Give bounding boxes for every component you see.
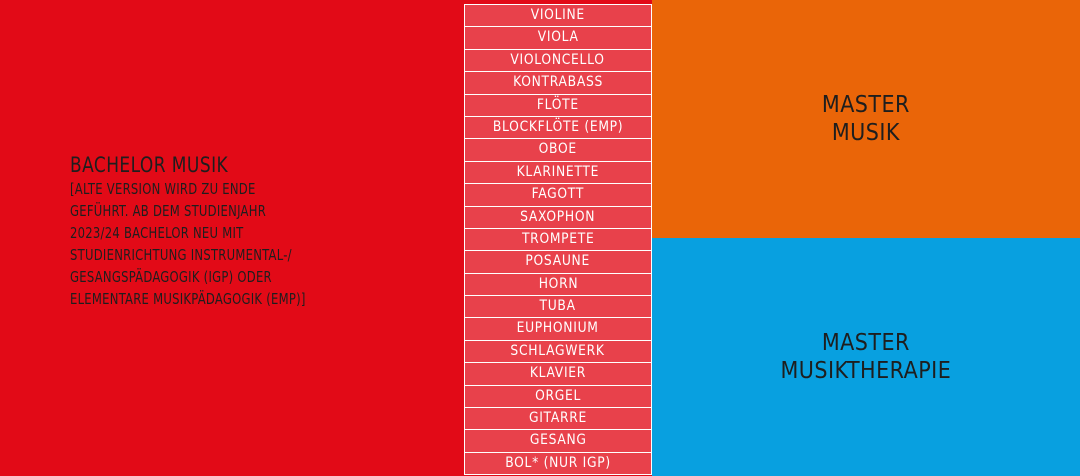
- instrument-label: KONTRABASS: [513, 74, 603, 91]
- instrument-item[interactable]: VIOLINE: [465, 5, 651, 28]
- instrument-item[interactable]: POSAUNE: [465, 251, 651, 274]
- instrument-item[interactable]: KLARINETTE: [465, 161, 651, 185]
- instrument-column: VIOLINE VIOLA VIOLONCELLO KONTRABASS FLÖ…: [464, 0, 652, 476]
- instrument-label: POSAUNE: [525, 253, 591, 270]
- instrument-item[interactable]: HORN: [465, 273, 651, 297]
- instrument-label: HORN: [538, 275, 578, 292]
- instrument-item[interactable]: TROMPETE: [465, 228, 651, 252]
- instrument-label: VIOLINE: [530, 7, 586, 23]
- bachelor-note-line: GEFÜHRT. AB DEM STUDIENJAHR: [70, 202, 267, 220]
- instrument-label: TUBA: [539, 298, 577, 315]
- instrument-item[interactable]: GITARRE: [465, 408, 651, 431]
- bachelor-note: [ALTE VERSION WIRD ZU ENDE GEFÜHRT. AB D…: [70, 178, 397, 310]
- instrument-label: BLOCKFLÖTE (EMP): [492, 118, 624, 135]
- instrument-item[interactable]: FLÖTE: [465, 94, 651, 117]
- instrument-label: GITARRE: [528, 410, 587, 427]
- instrument-item[interactable]: SAXOPHON: [465, 206, 651, 229]
- instrument-item[interactable]: SCHLAGWERK: [465, 340, 651, 364]
- instrument-label: KLARINETTE: [516, 163, 600, 180]
- instrument-item[interactable]: BOL* (NUR IGP): [465, 452, 651, 475]
- master-musik-line: MUSIK: [831, 120, 901, 146]
- bachelor-note-line: [ALTE VERSION WIRD ZU ENDE: [70, 180, 256, 198]
- master-musiktherapie-line: MASTER: [821, 330, 910, 356]
- instrument-label: EUPHONIUM: [516, 320, 600, 337]
- master-musik-panel[interactable]: MASTER MUSIK: [652, 0, 1080, 238]
- instrument-label: VIOLONCELLO: [510, 51, 606, 68]
- instrument-list: VIOLINE VIOLA VIOLONCELLO KONTRABASS FLÖ…: [464, 4, 652, 476]
- instrument-item[interactable]: VIOLA: [465, 27, 651, 50]
- master-musik-title: MASTER MUSIK: [817, 91, 915, 147]
- instrument-label: OBOE: [538, 141, 578, 158]
- instrument-item[interactable]: VIOLONCELLO: [465, 49, 651, 73]
- master-musik-line: MASTER: [822, 92, 910, 118]
- instrument-label: TROMPETE: [521, 230, 595, 247]
- instrument-label: SCHLAGWERK: [510, 342, 606, 359]
- instrument-label: GESANG: [529, 432, 587, 449]
- instrument-item[interactable]: KLAVIER: [465, 363, 651, 386]
- master-musiktherapie-line: MUSIKTHERAPIE: [780, 358, 952, 384]
- instrument-label: ORGEL: [535, 387, 581, 404]
- instrument-item[interactable]: FAGOTT: [465, 184, 651, 207]
- instrument-item[interactable]: GESANG: [465, 430, 651, 453]
- instrument-item[interactable]: TUBA: [465, 296, 651, 319]
- instrument-label: SAXOPHON: [520, 208, 596, 225]
- instrument-label: VIOLA: [537, 29, 579, 46]
- instrument-item[interactable]: ORGEL: [465, 385, 651, 409]
- bachelor-note-line: 2023/24 BACHELOR NEU MIT: [70, 224, 244, 242]
- instrument-label: KLAVIER: [529, 365, 587, 382]
- bachelor-panel: BACHELOR MUSIK [ALTE VERSION WIRD ZU END…: [0, 0, 464, 476]
- instrument-item[interactable]: OBOE: [465, 139, 651, 162]
- instrument-label: BOL* (NUR IGP): [505, 454, 611, 471]
- instrument-item[interactable]: BLOCKFLÖTE (EMP): [465, 116, 651, 140]
- instrument-label: FAGOTT: [531, 186, 585, 203]
- bachelor-note-line: GESANGSPÄDAGOGIK (IGP) ODER: [70, 268, 272, 286]
- instrument-item[interactable]: KONTRABASS: [465, 72, 651, 95]
- instrument-item[interactable]: EUPHONIUM: [465, 318, 651, 341]
- instrument-label: FLÖTE: [536, 96, 580, 113]
- bachelor-note-line: ELEMENTARE MUSIKPÄDAGOGIK (EMP)]: [70, 290, 306, 308]
- master-musiktherapie-title: MASTER MUSIKTHERAPIE: [771, 329, 961, 385]
- bachelor-note-line: STUDIENRICHTUNG INSTRUMENTAL-/: [70, 246, 292, 264]
- bachelor-title: BACHELOR MUSIK: [70, 153, 229, 177]
- master-musiktherapie-panel[interactable]: MASTER MUSIKTHERAPIE: [652, 238, 1080, 476]
- bachelor-text-block: BACHELOR MUSIK [ALTE VERSION WIRD ZU END…: [70, 152, 450, 310]
